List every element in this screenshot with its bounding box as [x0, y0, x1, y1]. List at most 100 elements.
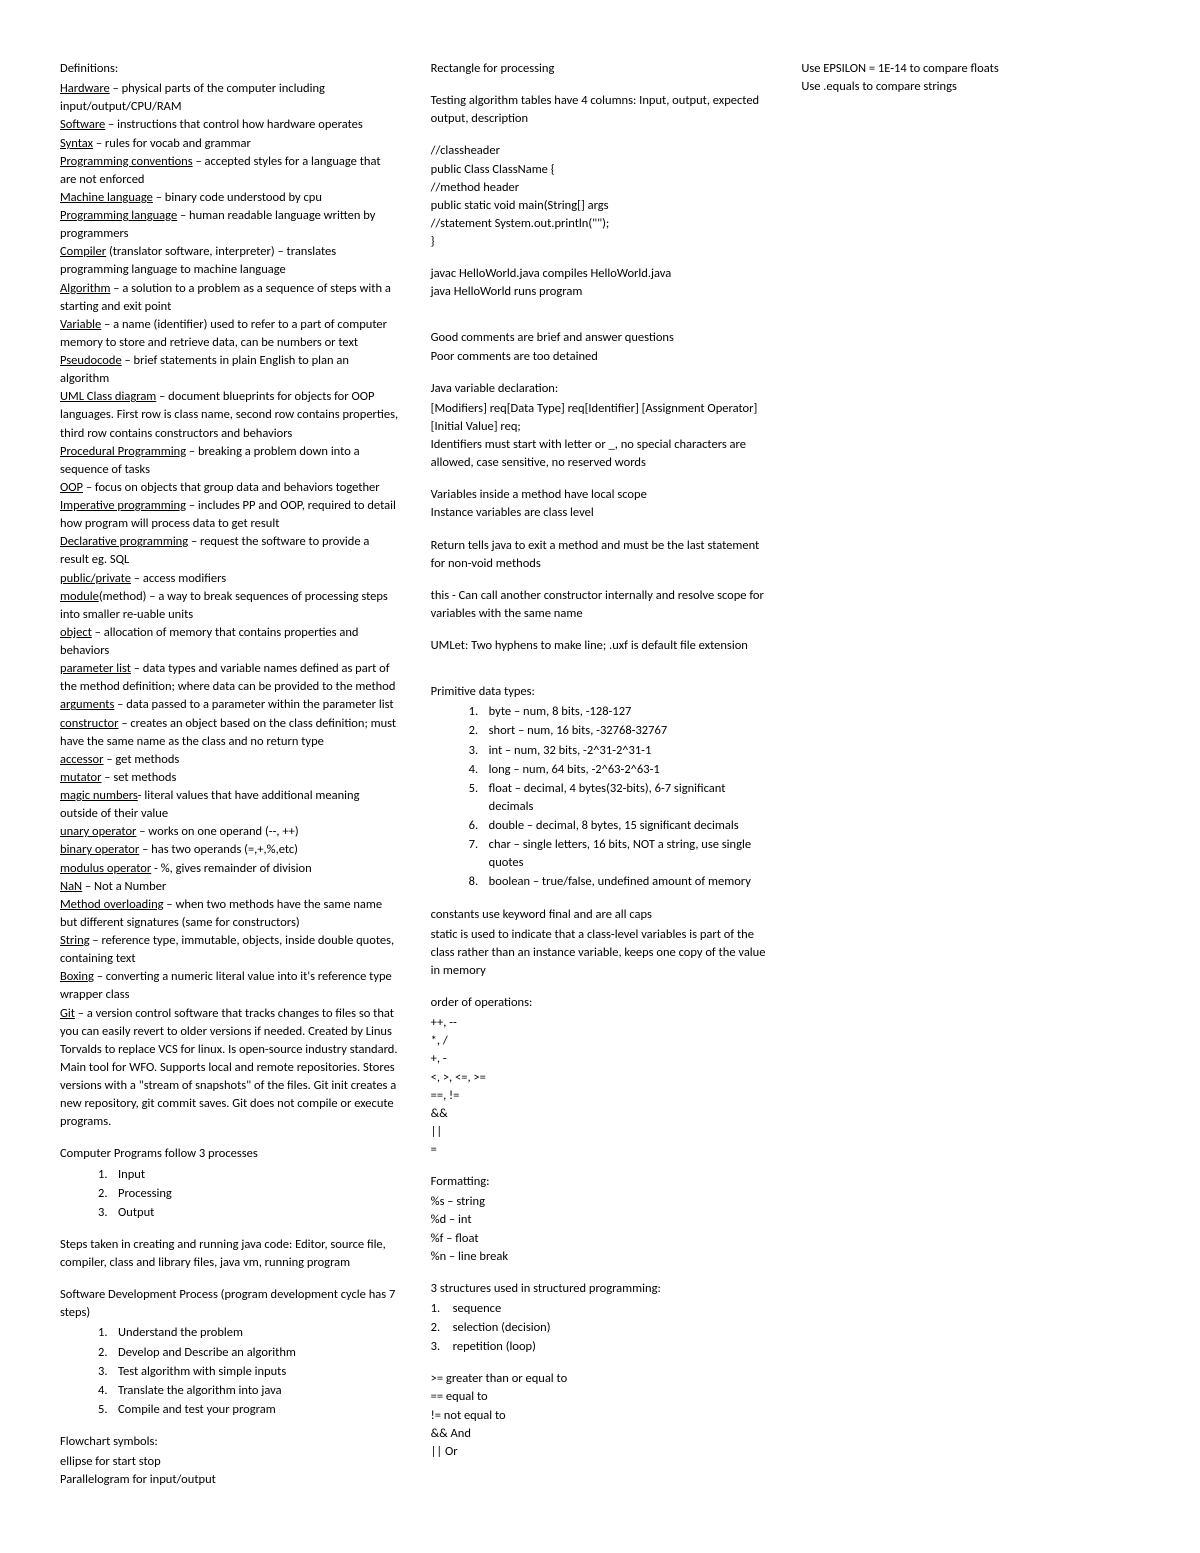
definition-text: – data passed to a parameter within the …: [114, 697, 393, 712]
list-item: 6.double – decimal, 8 bytes, 15 signific…: [469, 817, 770, 835]
text-line: Variables inside a method have local sco…: [431, 486, 770, 504]
fmt-list: %s – string%d – int%f – float%n – line b…: [431, 1193, 770, 1266]
definition-text: – rules for vocab and grammar: [93, 136, 251, 151]
java-steps: Steps taken in creating and running java…: [60, 1236, 399, 1272]
list-text: Compile and test your program: [118, 1401, 276, 1419]
definition-text: – binary code understood by cpu: [153, 190, 322, 205]
list-number: 6.: [469, 817, 489, 835]
definition-text: – works on one operand (--, ++): [136, 824, 298, 839]
text-line: Use .equals to compare strings: [801, 78, 1140, 96]
list-item: 4.long – num, 64 bits, -2^63-2^63-1: [469, 761, 770, 779]
text-line: public static void main(String[] args: [431, 197, 770, 215]
definition-term: OOP: [60, 480, 83, 495]
list-item: 2.Processing: [98, 1185, 399, 1203]
text-line: &&: [431, 1105, 770, 1123]
definition-item: Machine language – binary code understoo…: [60, 189, 399, 207]
text-line: [Modifiers] req[Data Type] req[Identifie…: [431, 400, 770, 436]
list-item: 3.Output: [98, 1204, 399, 1222]
definition-item: Pseudocode – brief statements in plain E…: [60, 352, 399, 388]
list-number: 8.: [469, 873, 489, 891]
definition-item: NaN – Not a Number: [60, 878, 399, 896]
definition-term: Compiler: [60, 244, 106, 259]
definition-term: Git: [60, 1006, 75, 1021]
definition-text: – has two operands (=,+,%,etc): [139, 842, 298, 857]
definition-item: OOP – focus on objects that group data a…: [60, 479, 399, 497]
text-line: public Class ClassName {: [431, 161, 770, 179]
list-item: 3.int – num, 32 bits, -2^31-2^31-1: [469, 742, 770, 760]
list-item: 3.Test algorithm with simple inputs: [98, 1363, 399, 1381]
definition-item: parameter list – data types and variable…: [60, 660, 399, 696]
definition-text: – focus on objects that group data and b…: [83, 480, 380, 495]
text-line: Use EPSILON = 1E-14 to compare floats: [801, 60, 1140, 78]
list-text: Translate the algorithm into java: [118, 1382, 282, 1400]
list-number: 3.: [431, 1338, 453, 1356]
definition-item: Hardware – physical parts of the compute…: [60, 80, 399, 116]
definition-term: Declarative programming: [60, 534, 188, 549]
text-line: +, -: [431, 1050, 770, 1068]
text-line: *, /: [431, 1032, 770, 1050]
definition-term: accessor: [60, 752, 104, 767]
list-text: Develop and Describe an algorithm: [118, 1344, 296, 1362]
text-line: //method header: [431, 179, 770, 197]
list-number: 3.: [469, 742, 489, 760]
definition-item: Syntax – rules for vocab and grammar: [60, 135, 399, 153]
list-item: 1.sequence: [431, 1300, 770, 1318]
processes-heading: Computer Programs follow 3 processes: [60, 1145, 399, 1163]
list-number: 4.: [98, 1382, 118, 1400]
definition-item: Programming language – human readable la…: [60, 207, 399, 243]
testing-text: Testing algorithm tables have 4 columns:…: [431, 92, 770, 128]
definition-term: constructor: [60, 716, 119, 731]
text-line: javac HelloWorld.java compiles HelloWorl…: [431, 265, 770, 283]
list-text: double – decimal, 8 bytes, 15 significan…: [489, 817, 739, 835]
list-item: 3.repetition (loop): [431, 1338, 770, 1356]
definition-item: Method overloading – when two methods ha…: [60, 896, 399, 932]
order-heading: order of operations:: [431, 994, 770, 1012]
definition-item: Compiler (translator software, interpret…: [60, 243, 399, 279]
sdp-list: 1.Understand the problem2.Develop and De…: [98, 1324, 399, 1419]
text-line: || Or: [431, 1443, 770, 1461]
constants-text: constants use keyword final and are all …: [431, 906, 770, 924]
definition-item: Imperative programming – includes PP and…: [60, 497, 399, 533]
list-number: 4.: [469, 761, 489, 779]
list-item: 8.boolean – true/false, undefined amount…: [469, 873, 770, 891]
list-text: Test algorithm with simple inputs: [118, 1363, 286, 1381]
struct-list: 1.sequence2.selection (decision)3.repeti…: [431, 1300, 770, 1356]
text-line: Instance variables are class level: [431, 504, 770, 522]
list-text: byte – num, 8 bits, -128-127: [489, 703, 632, 721]
definition-item: Software – instructions that control how…: [60, 116, 399, 134]
epsilon-block: Use EPSILON = 1E-14 to compare floatsUse…: [801, 60, 1140, 96]
text-line: Parallelogram for input/output: [60, 1471, 399, 1489]
text-line: %n – line break: [431, 1248, 770, 1266]
document-page: Definitions: Hardware – physical parts o…: [60, 60, 1140, 1490]
definition-text: – set methods: [101, 770, 176, 785]
definition-item: Boxing – converting a numeric literal va…: [60, 968, 399, 1004]
definition-item: unary operator – works on one operand (-…: [60, 823, 399, 841]
definition-item: Variable – a name (identifier) used to r…: [60, 316, 399, 352]
javac-block: javac HelloWorld.java compiles HelloWorl…: [431, 265, 770, 301]
definition-term: Imperative programming: [60, 498, 186, 513]
definition-item: binary operator – has two operands (=,+,…: [60, 841, 399, 859]
list-item: 5.float – decimal, 4 bytes(32-bits), 6-7…: [469, 780, 770, 816]
definition-item: UML Class diagram – document blueprints …: [60, 388, 399, 442]
vardecl-block: [Modifiers] req[Data Type] req[Identifie…: [431, 400, 770, 473]
list-number: 1.: [98, 1166, 118, 1184]
text-line: //statement System.out.println("");: [431, 215, 770, 233]
compare-list: >= greater than or equal to== equal to!=…: [431, 1370, 770, 1461]
definition-term: Syntax: [60, 136, 93, 151]
definition-term: UML Class diagram: [60, 389, 156, 404]
definition-term: NaN: [60, 879, 82, 894]
definition-term: module: [60, 589, 99, 604]
text-line: ++, --: [431, 1014, 770, 1032]
text-line: %s – string: [431, 1193, 770, 1211]
list-item: 2.selection (decision): [431, 1319, 770, 1337]
list-number: 1.: [431, 1300, 453, 1318]
code-block: //classheaderpublic Class ClassName {//m…: [431, 142, 770, 251]
definition-item: Programming conventions – accepted style…: [60, 153, 399, 189]
definition-item: Declarative programming – request the so…: [60, 533, 399, 569]
definition-item: object – allocation of memory that conta…: [60, 624, 399, 660]
definition-item: accessor – get methods: [60, 751, 399, 769]
definition-text: – get methods: [104, 752, 180, 767]
list-text: sequence: [453, 1300, 502, 1318]
list-text: long – num, 64 bits, -2^63-2^63-1: [489, 761, 660, 779]
list-text: Output: [118, 1204, 154, 1222]
